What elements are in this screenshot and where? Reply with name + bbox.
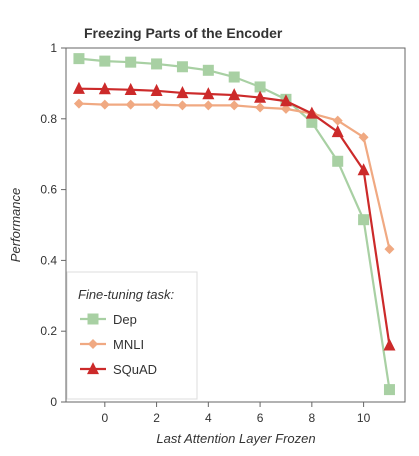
data-point-dep	[176, 61, 188, 73]
legend-label: Dep	[113, 312, 137, 327]
x-tick-label: 6	[257, 411, 264, 425]
legend-swatch-marker	[87, 362, 99, 375]
data-point-squad	[176, 86, 189, 99]
legend-item-squad: SQuAD	[80, 362, 157, 377]
data-point-dep	[228, 71, 240, 83]
y-axis-label: Performance	[8, 188, 23, 262]
x-tick-label: 2	[153, 411, 160, 425]
data-point-dep	[332, 155, 344, 167]
data-point-dep	[254, 81, 266, 93]
data-point-mnli	[73, 98, 84, 109]
x-tick-label: 4	[205, 411, 212, 425]
x-tick-label: 10	[357, 411, 371, 425]
series-mnli	[73, 98, 395, 255]
data-point-squad	[383, 338, 396, 351]
y-tick-label: 0.2	[40, 324, 57, 338]
x-axis-label: Last Attention Layer Frozen	[156, 431, 315, 446]
x-tick-label: 8	[308, 411, 315, 425]
series-line-mnli	[78, 102, 391, 250]
data-point-squad	[331, 124, 344, 138]
data-point-dep	[358, 214, 370, 226]
data-point-mnli	[229, 100, 240, 111]
data-point-mnli	[384, 244, 395, 255]
chart-title: Freezing Parts of the Encoder	[84, 25, 283, 41]
legend-items: Dep MNLI SQuAD	[80, 312, 157, 377]
data-point-mnli	[177, 100, 188, 111]
data-point-squad	[279, 94, 292, 107]
data-point-mnli	[255, 102, 266, 113]
legend-item-mnli: MNLI	[80, 337, 144, 352]
data-point-mnli	[203, 100, 214, 111]
data-point-squad	[124, 82, 137, 95]
data-point-mnli	[151, 99, 162, 110]
x-axis: 0 2 4 6 8 10	[101, 402, 371, 425]
data-point-dep	[125, 56, 137, 68]
data-point-mnli	[125, 99, 136, 110]
series-layer	[72, 53, 396, 396]
data-point-squad	[98, 82, 111, 95]
data-point-squad	[305, 106, 318, 119]
data-point-squad	[254, 90, 267, 103]
data-point-dep	[99, 55, 111, 67]
y-tick-label: 0	[50, 395, 57, 409]
y-tick-label: 0.6	[40, 183, 57, 197]
y-tick-label: 0.8	[40, 112, 57, 126]
data-point-mnli	[332, 115, 343, 126]
data-point-mnli	[280, 103, 291, 114]
data-point-dep	[73, 53, 85, 65]
y-axis: 0 0.2 0.4 0.6 0.8 1	[40, 41, 66, 409]
data-point-mnli	[358, 132, 369, 143]
legend-label: SQuAD	[113, 362, 157, 377]
data-point-dep	[383, 384, 395, 396]
series-dep	[73, 53, 395, 396]
y-tick-label: 0.4	[40, 253, 57, 267]
legend-swatch-marker	[88, 339, 98, 349]
data-point-squad	[357, 163, 370, 176]
x-tick-label: 0	[101, 411, 108, 425]
data-point-squad	[202, 87, 215, 100]
data-point-squad	[228, 88, 241, 101]
data-point-dep	[151, 58, 163, 70]
legend-title: Fine-tuning task:	[78, 287, 174, 302]
data-point-squad	[72, 81, 85, 94]
legend-label: MNLI	[113, 337, 144, 352]
legend-swatch-marker	[87, 313, 99, 325]
data-point-dep	[202, 64, 214, 76]
plot-area-frame	[65, 47, 406, 403]
y-tick-label: 1	[50, 41, 57, 55]
data-point-dep	[306, 116, 318, 128]
data-point-mnli	[99, 99, 110, 110]
data-point-squad	[150, 83, 163, 97]
series-squad	[72, 81, 396, 351]
legend-box	[66, 271, 198, 400]
legend-item-dep: Dep	[80, 312, 137, 327]
legend: Fine-tuning task: Dep MNLI SQuAD	[66, 271, 198, 400]
